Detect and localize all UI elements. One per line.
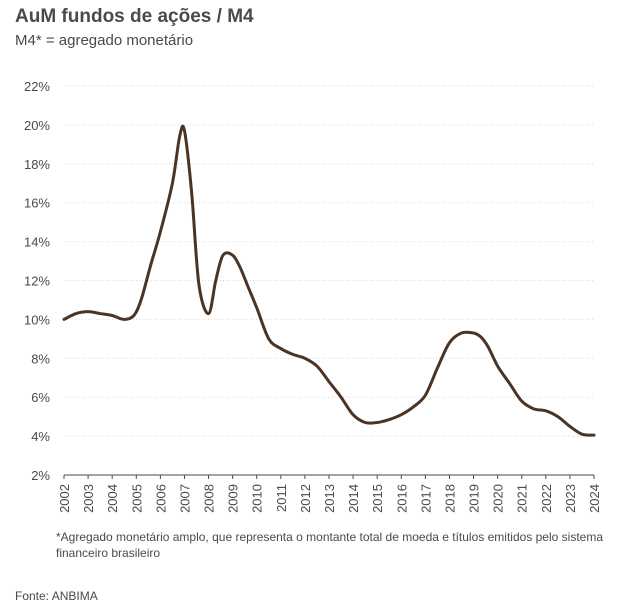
y-tick-label: 10%	[24, 312, 50, 327]
chart-subtitle: M4* = agregado monetário	[15, 32, 194, 49]
y-tick-label: 8%	[31, 351, 50, 366]
x-tick-label: 2022	[539, 484, 554, 513]
y-tick-label: 14%	[24, 235, 50, 250]
x-tick-label: 2016	[394, 484, 409, 513]
y-tick-label: 4%	[31, 429, 50, 444]
x-tick-label: 2003	[81, 484, 96, 513]
x-tick-label: 2006	[153, 484, 168, 513]
x-tick-label: 2008	[202, 484, 217, 513]
x-tick-label: 2002	[57, 484, 72, 513]
source-note: Fonte: ANBIMA	[15, 589, 98, 603]
x-tick-label: 2020	[491, 484, 506, 513]
y-tick-label: 2%	[31, 468, 50, 483]
x-tick-label: 2009	[226, 484, 241, 513]
y-tick-label: 6%	[31, 390, 50, 405]
x-tick-label: 2004	[105, 484, 120, 513]
x-axis	[63, 474, 595, 479]
chart-title: AuM fundos de ações / M4	[15, 6, 254, 27]
footnote: *Agregado monetário amplo, que represent…	[56, 530, 603, 560]
x-tick-label: 2017	[418, 484, 433, 513]
x-tick-label: 2021	[515, 484, 530, 513]
y-axis-ticks: 2% 4% 6% 8% 10% 12% 14% 16% 18% 20% 22%	[24, 79, 50, 483]
x-axis-ticks: 2002 2003 2004 2005 2006 2007 2008 2009 2010 2011…	[57, 484, 602, 513]
x-tick-label: 2024	[587, 484, 602, 513]
y-tick-label: 20%	[24, 118, 50, 133]
x-tick-label: 2019	[467, 484, 482, 513]
x-tick-label: 2007	[177, 484, 192, 513]
y-tick-label: 18%	[24, 157, 50, 172]
grid-lines	[64, 85, 594, 437]
x-tick-label: 2015	[370, 484, 385, 513]
series	[62, 124, 596, 437]
series-line	[62, 124, 596, 437]
x-tick-label: 2005	[129, 484, 144, 513]
line-chart: 2%4%6%8%10%12%14%16%18%20%22% 2002 2003 20…	[24, 79, 602, 513]
y-tick-label: 16%	[24, 196, 50, 211]
x-tick-label: 2011	[274, 484, 289, 512]
x-tick-label: 2018	[442, 484, 457, 513]
y-tick-label: 12%	[24, 274, 50, 289]
x-tick-label: 2013	[322, 484, 337, 513]
y-tick-label: 22%	[24, 79, 50, 94]
x-tick-label: 2023	[563, 484, 578, 513]
x-tick-label: 2012	[298, 484, 313, 513]
x-tick-label: 2010	[250, 484, 265, 513]
x-tick-label: 2014	[346, 484, 361, 513]
